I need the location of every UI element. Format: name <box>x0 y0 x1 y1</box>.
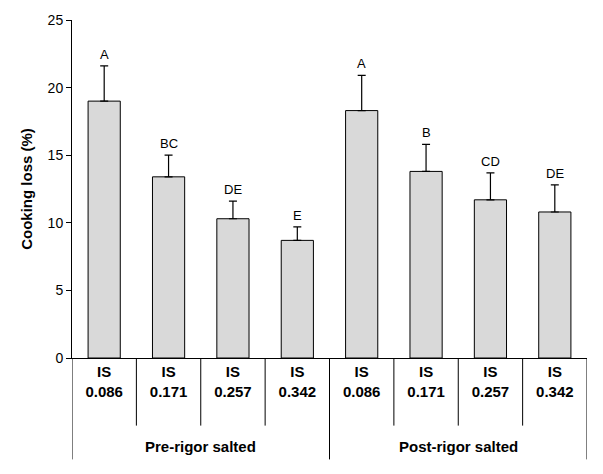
svg-text:A: A <box>357 56 366 71</box>
svg-text:IS0.086: IS0.086 <box>85 363 123 400</box>
svg-text:B: B <box>422 125 431 140</box>
svg-text:10: 10 <box>48 215 64 231</box>
svg-text:20: 20 <box>48 80 64 96</box>
svg-text:IS0.171: IS0.171 <box>407 363 445 400</box>
svg-text:CD: CD <box>481 154 500 169</box>
svg-text:DE: DE <box>224 182 242 197</box>
svg-text:Cooking loss (%): Cooking loss (%) <box>18 128 35 250</box>
svg-text:A: A <box>100 47 109 62</box>
svg-text:25: 25 <box>48 12 64 28</box>
svg-text:15: 15 <box>48 147 64 163</box>
svg-text:E: E <box>293 208 302 223</box>
svg-text:0: 0 <box>55 350 63 366</box>
svg-text:Post-rigor salted: Post-rigor salted <box>399 438 518 455</box>
svg-text:IS0.342: IS0.342 <box>536 363 574 400</box>
svg-text:DE: DE <box>546 166 564 181</box>
svg-text:IS0.171: IS0.171 <box>150 363 188 400</box>
svg-text:IS0.257: IS0.257 <box>214 363 252 400</box>
svg-text:Pre-rigor salted: Pre-rigor salted <box>145 438 256 455</box>
svg-text:IS0.257: IS0.257 <box>472 363 510 400</box>
svg-text:IS0.342: IS0.342 <box>279 363 317 400</box>
svg-text:5: 5 <box>55 282 63 298</box>
svg-text:BC: BC <box>160 136 178 151</box>
svg-text:IS0.086: IS0.086 <box>343 363 381 400</box>
